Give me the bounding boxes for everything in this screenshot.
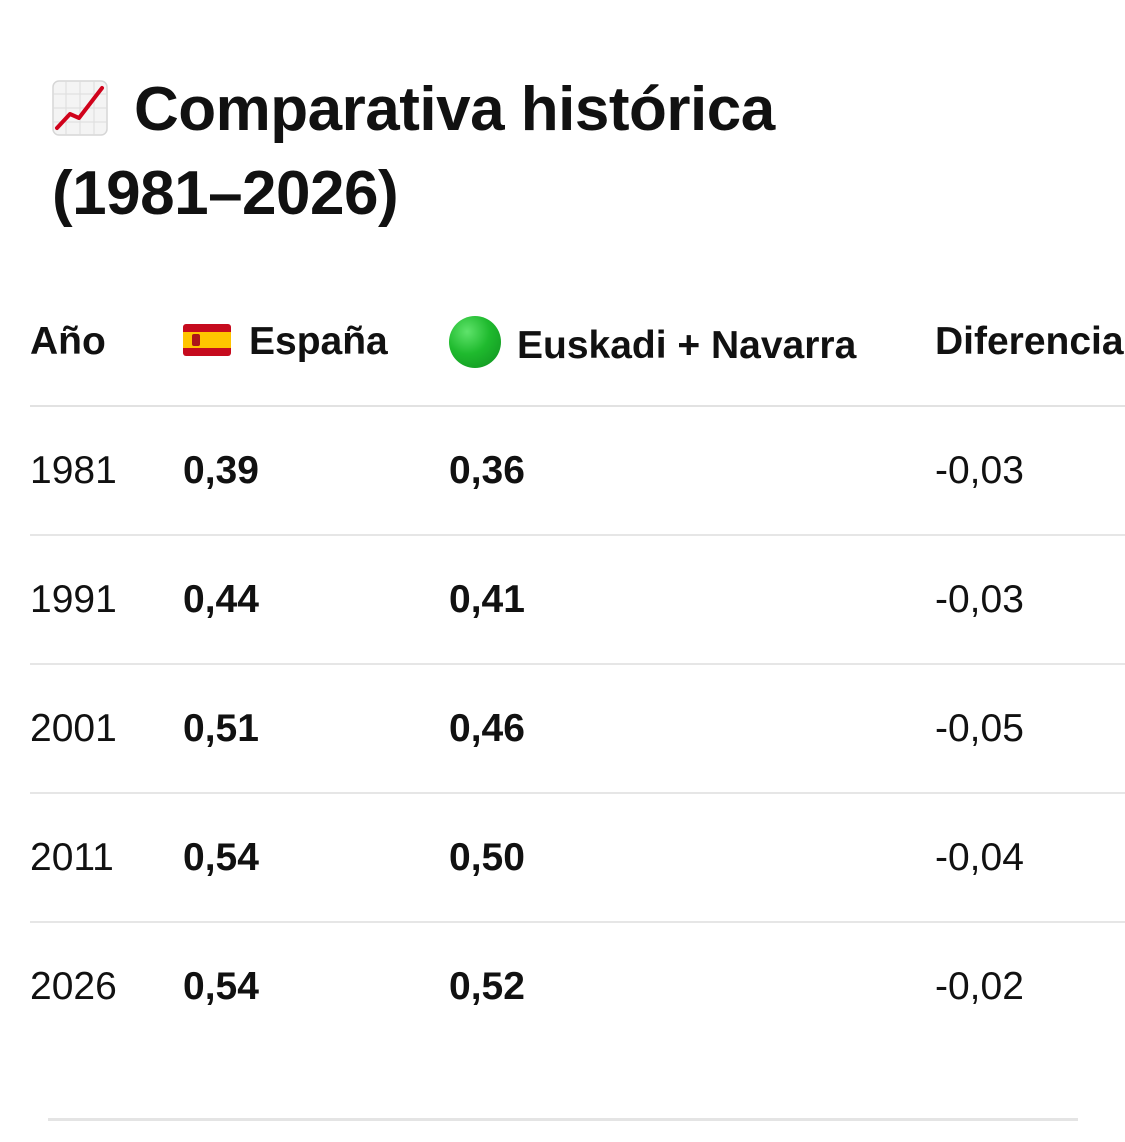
- cell-diferencia: -0,05: [935, 664, 1125, 794]
- table-row: 2011 0,54 0,50 -0,04: [30, 793, 1125, 923]
- cell-year: 1981: [30, 406, 183, 536]
- cell-year: 2011: [30, 793, 183, 923]
- cell-euskadi: 0,41: [449, 535, 935, 665]
- cell-espana: 0,51: [183, 664, 449, 794]
- cell-year: 2001: [30, 664, 183, 794]
- header-year: Año: [30, 278, 183, 407]
- header-euskadi-label: Euskadi + Navarra: [517, 323, 857, 367]
- cell-diferencia: -0,02: [935, 965, 1024, 1008]
- chart-increasing-icon: [52, 74, 108, 136]
- cell-year: 2026: [30, 965, 117, 1008]
- cell-year: 1991: [30, 535, 183, 665]
- table-row: 1991 0,44 0,41 -0,03: [30, 535, 1125, 665]
- cell-diferencia: -0,04: [935, 793, 1125, 923]
- cell-diferencia: -0,03: [935, 406, 1125, 536]
- page-title: Comparativa histórica (1981–2026): [52, 68, 952, 236]
- section-divider: [48, 1118, 1078, 1121]
- table-row: 1981 0,39 0,36 -0,03: [30, 406, 1125, 536]
- table-header-row: Año España Euskadi + Navarra Diferencia: [30, 278, 1125, 407]
- cell-diferencia: -0,03: [935, 535, 1125, 665]
- spain-flag-icon: [183, 323, 231, 356]
- header-euskadi: Euskadi + Navarra: [449, 278, 935, 407]
- cell-espana: 0,44: [183, 535, 449, 665]
- comparison-table: Año España Euskadi + Navarra Diferencia …: [30, 278, 1125, 1051]
- cell-espana: 0,39: [183, 406, 449, 536]
- header-diferencia-label: Diferencia: [935, 319, 1124, 363]
- cell-espana: 0,54: [183, 793, 449, 923]
- comparison-table-container[interactable]: Año España Euskadi + Navarra Diferencia …: [30, 278, 1125, 1051]
- cell-euskadi: 0,46: [449, 664, 935, 794]
- header-espana: España: [183, 278, 449, 407]
- header-diferencia: Diferencia: [935, 278, 1125, 407]
- header-espana-label: España: [249, 319, 388, 363]
- header-year-label: Año: [30, 319, 106, 363]
- green-circle-icon: [449, 315, 501, 368]
- cell-espana: 0,54: [183, 965, 259, 1008]
- cell-euskadi: 0,36: [449, 406, 935, 536]
- table-row: 2026 0,54 0,52 -0,02: [30, 922, 1125, 1051]
- page-title-text: Comparativa histórica (1981–2026): [52, 75, 775, 228]
- cell-euskadi: 0,52: [449, 965, 525, 1008]
- cell-euskadi: 0,50: [449, 793, 935, 923]
- table-row: 2001 0,51 0,46 -0,05: [30, 664, 1125, 794]
